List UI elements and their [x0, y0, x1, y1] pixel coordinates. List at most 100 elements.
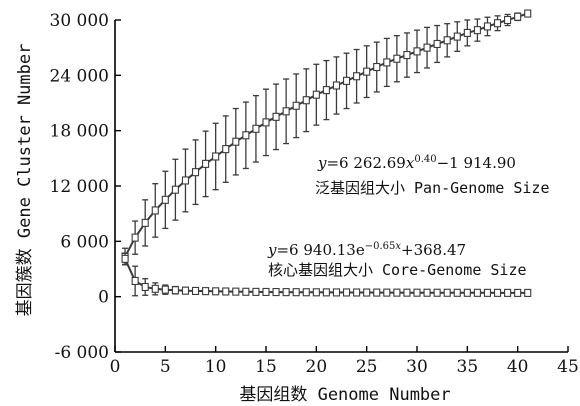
data-point	[322, 288, 330, 297]
data-point	[282, 107, 290, 116]
data-point	[393, 54, 401, 63]
data-point	[212, 152, 220, 161]
data-point	[232, 137, 240, 146]
x-tick-label: 35	[457, 357, 479, 377]
data-point	[433, 39, 441, 49]
data-point	[121, 254, 129, 263]
data-point	[332, 81, 341, 90]
x-tick-label: 25	[356, 357, 378, 377]
data-point	[141, 282, 149, 292]
data-point	[463, 288, 471, 297]
y-tick-label: 24 000	[50, 66, 109, 86]
data-point	[272, 112, 280, 121]
data-point	[383, 288, 391, 297]
data-point	[453, 288, 461, 297]
x-tick-label: 10	[205, 357, 227, 377]
data-point	[483, 22, 492, 31]
data-point	[504, 288, 512, 297]
data-point	[212, 287, 220, 296]
data-point	[413, 47, 421, 56]
data-point	[191, 286, 200, 295]
x-tick-label: 15	[255, 357, 277, 377]
core-equation: y=6 940.13e−0.65x+368.47	[267, 241, 466, 259]
data-point	[252, 124, 260, 133]
data-point	[413, 288, 421, 297]
data-point	[423, 43, 431, 52]
data-point	[353, 72, 361, 81]
data-point	[262, 287, 270, 297]
data-point	[242, 287, 250, 296]
data-point	[443, 36, 451, 45]
data-point	[342, 76, 351, 85]
data-point	[363, 67, 371, 76]
y-tick-label: 30 000	[50, 11, 109, 31]
data-point	[312, 288, 320, 297]
data-point	[433, 288, 441, 297]
data-point	[373, 62, 381, 72]
data-point	[332, 288, 341, 297]
data-point	[403, 288, 411, 297]
data-point	[222, 287, 230, 296]
data-point	[141, 218, 149, 227]
data-point	[161, 285, 169, 294]
x-tick-label: 40	[507, 357, 529, 377]
y-axis-title: 基因簇数 Gene Cluster Number	[15, 44, 35, 317]
y-tick-label: 18 000	[50, 122, 109, 142]
data-point	[282, 288, 290, 297]
data-point	[272, 288, 280, 297]
data-point	[151, 206, 159, 215]
y-tick-label: 6 000	[60, 232, 109, 252]
data-point	[373, 288, 381, 297]
data-point	[403, 50, 411, 60]
data-point	[222, 145, 230, 154]
y-tick-label: -6 000	[55, 343, 109, 363]
data-point	[242, 131, 250, 140]
data-point	[232, 287, 240, 296]
data-point	[514, 12, 522, 21]
data-point	[181, 286, 190, 295]
x-tick-label: 20	[306, 357, 328, 377]
data-point	[292, 288, 300, 297]
y-tick-label: 12 000	[50, 177, 109, 197]
x-tick-label: 45	[557, 357, 579, 377]
data-point	[514, 288, 522, 297]
data-point	[493, 19, 502, 28]
data-point	[312, 90, 320, 99]
data-point	[202, 159, 210, 168]
data-point	[473, 288, 481, 297]
y-tick-label: 0	[98, 288, 109, 308]
data-point	[363, 288, 371, 297]
fit-line	[124, 12, 529, 258]
data-point	[383, 58, 391, 67]
data-point	[453, 32, 461, 41]
data-point	[322, 86, 330, 95]
data-point	[252, 287, 260, 296]
series-layer	[121, 9, 532, 297]
core-genome-label: 核心基因组大小 Core-Genome Size	[268, 261, 527, 279]
data-point	[171, 286, 179, 295]
data-point	[302, 288, 310, 297]
data-point	[131, 233, 139, 242]
pan-genome-series	[121, 9, 532, 266]
data-point	[463, 28, 471, 37]
data-point	[171, 185, 179, 194]
data-point	[151, 284, 159, 293]
pan-genome-label: 泛基因组大小 Pan-Genome Size	[315, 179, 550, 197]
core-genome-series	[121, 252, 532, 297]
x-tick-label: 30	[406, 357, 428, 377]
data-point	[524, 9, 532, 18]
x-tick-label: 5	[160, 357, 171, 377]
data-point	[473, 26, 481, 35]
data-point	[191, 168, 200, 177]
data-point	[504, 15, 512, 25]
data-point	[423, 288, 431, 297]
data-point	[393, 288, 401, 297]
data-point	[493, 288, 502, 297]
data-point	[181, 176, 190, 185]
data-point	[262, 118, 270, 127]
data-point	[342, 288, 351, 297]
data-point	[292, 101, 300, 110]
data-point	[483, 288, 492, 297]
x-axis-title: 基因组数 Genome Number	[239, 385, 450, 405]
